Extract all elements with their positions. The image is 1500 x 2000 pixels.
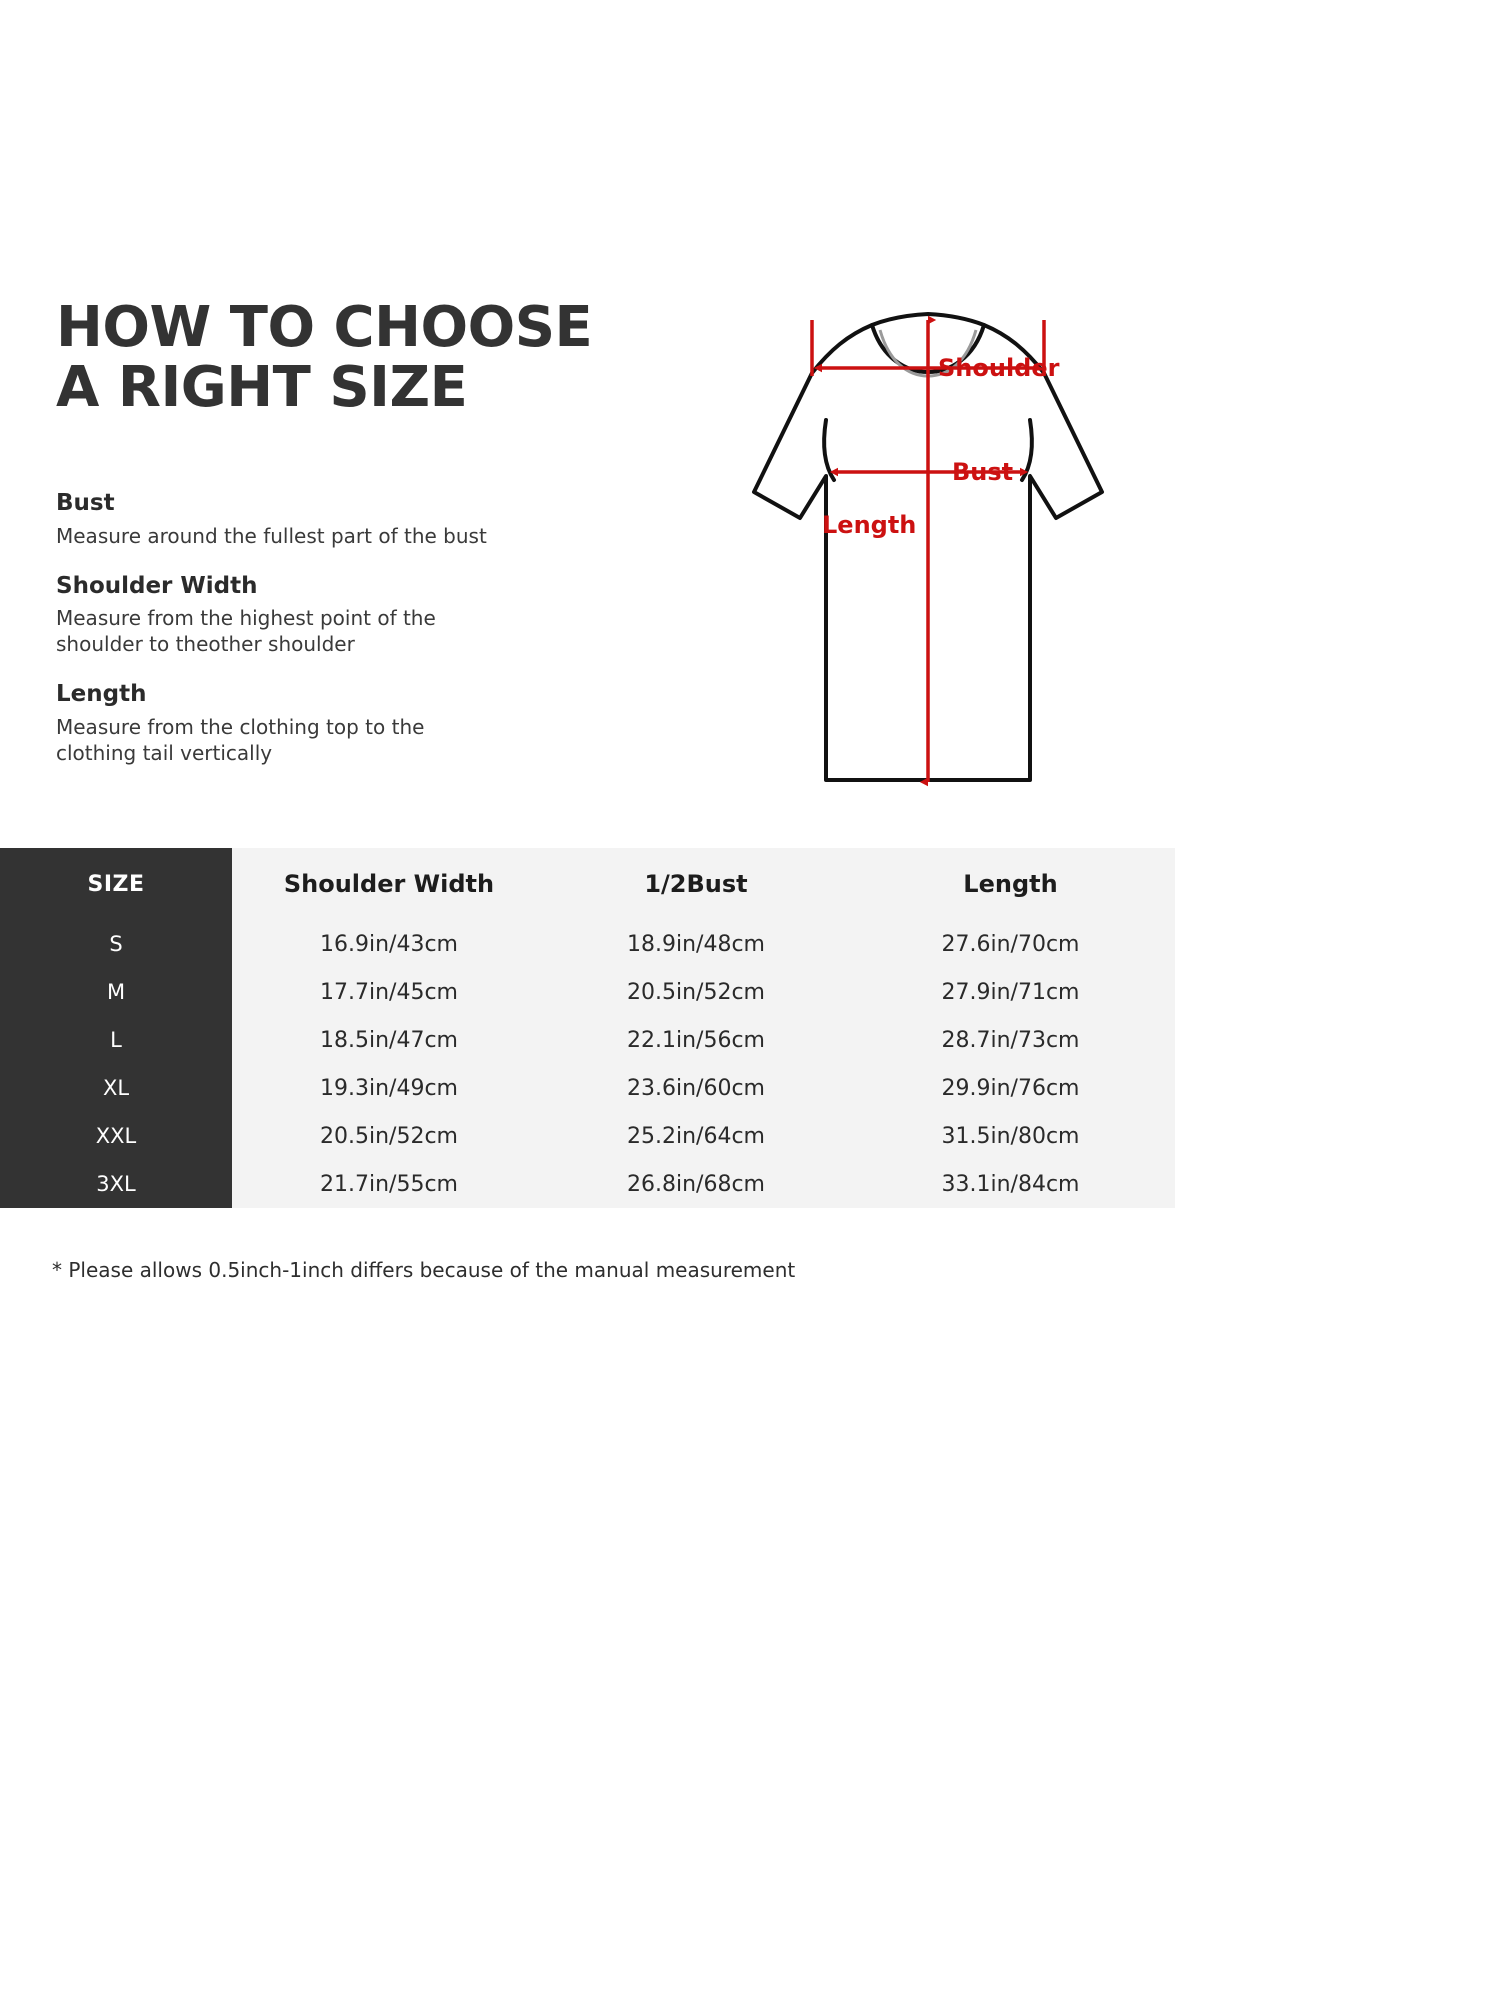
length-label: Length [822, 511, 916, 539]
table-row: S 16.9in/43cm 18.9in/48cm 27.6in/70cm [0, 920, 1175, 968]
cell-shoulder: 16.9in/43cm [232, 920, 546, 968]
table-row: 3XL 21.7in/55cm 26.8in/68cm 33.1in/84cm [0, 1160, 1175, 1208]
cell-bust: 26.8in/68cm [546, 1160, 846, 1208]
table-row: XL 19.3in/49cm 23.6in/60cm 29.9in/76cm [0, 1064, 1175, 1112]
column-header-shoulder-width: Shoulder Width [232, 848, 546, 920]
table-header-row: SIZE Shoulder Width 1/2Bust Length [0, 848, 1175, 920]
measurement-definitions: Bust Measure around the fullest part of … [56, 486, 576, 786]
definition-length: Length Measure from the clothing top to … [56, 677, 576, 766]
cell-bust: 23.6in/60cm [546, 1064, 846, 1112]
column-header-size: SIZE [0, 848, 232, 920]
definition-description: Measure around the fullest part of the b… [56, 523, 487, 548]
cell-size: S [0, 920, 232, 968]
cell-bust: 22.1in/56cm [546, 1016, 846, 1064]
cell-shoulder: 18.5in/47cm [232, 1016, 546, 1064]
cell-length: 28.7in/73cm [846, 1016, 1175, 1064]
cell-length: 33.1in/84cm [846, 1160, 1175, 1208]
page-title-line-1: HOW TO CHOOSE [56, 295, 593, 360]
definition-term: Shoulder Width [56, 572, 258, 599]
tshirt-measurement-diagram: Shoulder Bust Length [590, 280, 1150, 820]
cell-shoulder: 20.5in/52cm [232, 1112, 546, 1160]
definition-term: Bust [56, 490, 115, 516]
definition-shoulder-width: Shoulder Width Measure from the highest … [56, 569, 576, 658]
page-title-line-2: A RIGHT SIZE [56, 354, 468, 420]
cell-length: 27.6in/70cm [846, 920, 1175, 968]
size-table-container: SIZE Shoulder Width 1/2Bust Length S 16.… [0, 848, 1175, 1208]
definition-term: Length [56, 681, 147, 707]
column-header-half-bust: 1/2Bust [546, 848, 846, 920]
cell-size: XL [0, 1064, 232, 1112]
shoulder-label: Shoulder [938, 354, 1060, 382]
table-row: L 18.5in/47cm 22.1in/56cm 28.7in/73cm [0, 1016, 1175, 1064]
definition-description: Measure from the clothing top to the clo… [56, 714, 425, 765]
cell-length: 31.5in/80cm [846, 1112, 1175, 1160]
bust-label: Bust [952, 458, 1013, 486]
definition-bust: Bust Measure around the fullest part of … [56, 486, 576, 549]
cell-shoulder: 19.3in/49cm [232, 1064, 546, 1112]
table-row: XXL 20.5in/52cm 25.2in/64cm 31.5in/80cm [0, 1112, 1175, 1160]
cell-size: L [0, 1016, 232, 1064]
size-table: SIZE Shoulder Width 1/2Bust Length S 16.… [0, 848, 1175, 1208]
definition-description: Measure from the highest point of the sh… [56, 606, 436, 656]
cell-bust: 18.9in/48cm [546, 920, 846, 968]
cell-length: 27.9in/71cm [846, 968, 1175, 1016]
page-title: HOW TO CHOOSE A RIGHT SIZE [56, 298, 596, 418]
cell-size: XXL [0, 1112, 232, 1160]
table-row: M 17.7in/45cm 20.5in/52cm 27.9in/71cm [0, 968, 1175, 1016]
cell-bust: 25.2in/64cm [546, 1112, 846, 1160]
cell-shoulder: 21.7in/55cm [232, 1160, 546, 1208]
measurement-disclaimer: * Please allows 0.5inch-1inch differs be… [52, 1258, 796, 1282]
cell-shoulder: 17.7in/45cm [232, 968, 546, 1016]
cell-size: M [0, 968, 232, 1016]
cell-length: 29.9in/76cm [846, 1064, 1175, 1112]
column-header-length: Length [846, 848, 1175, 920]
cell-size: 3XL [0, 1160, 232, 1208]
cell-bust: 20.5in/52cm [546, 968, 846, 1016]
size-guide-card: HOW TO CHOOSE A RIGHT SIZE Bust Measure … [0, 280, 1175, 1282]
